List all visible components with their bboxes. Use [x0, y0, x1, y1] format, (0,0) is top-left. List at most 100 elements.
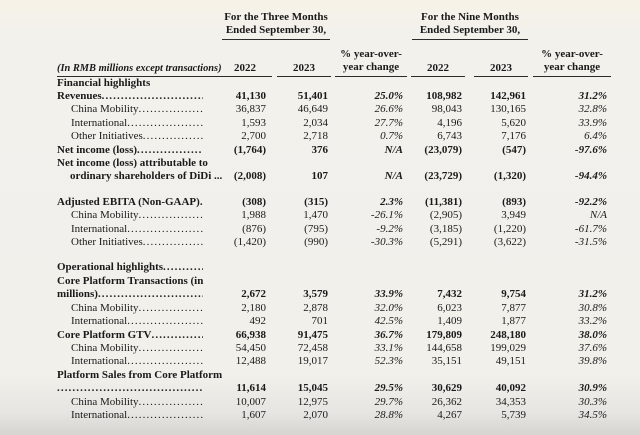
- row-label-text: Net income (loss) attributable to: [57, 157, 208, 170]
- value-9m-2023: 142,961: [490, 90, 526, 102]
- col-header-3m-2022: 2022: [217, 40, 273, 77]
- table-row: China Mobility 10,007 12,975 29.7% 26,362 34,…: [57, 396, 611, 409]
- row-label-text: International: [71, 116, 128, 129]
- value-3m-2022: 1,593: [241, 116, 266, 129]
- pct-3m-pct-change: 52.3%: [374, 355, 403, 368]
- value-9m-2023: (1,320): [493, 170, 526, 183]
- row-label-text: Core Platform GTV: [57, 328, 152, 341]
- pct-3m-pct-change: 29.7%: [374, 395, 403, 408]
- value-3m-2023: 15,045: [297, 382, 328, 395]
- row-label-text: Operational highlights: [57, 261, 164, 274]
- value-9m-2022: 4,267: [437, 408, 462, 421]
- value-9m-2023: 7,176: [501, 130, 526, 143]
- row-label: China Mobility: [57, 209, 217, 222]
- dot-leader: [143, 130, 203, 143]
- pct-9m-pct-change: 30.3%: [578, 395, 607, 408]
- pct-3m-pct-change: 28.8%: [374, 408, 403, 421]
- value-9m-2022: (11,381): [425, 195, 462, 208]
- value-9m-2023: (1,220): [493, 222, 526, 235]
- value-3m-2022: 41,130: [235, 90, 266, 102]
- value-3m-2022: 11,614: [236, 382, 266, 395]
- three-months-title-line1: For the Three Months: [224, 11, 328, 23]
- value-3m-2023: (315): [304, 195, 328, 208]
- nine-months-title-line2: Ended September 30,: [419, 23, 521, 36]
- value-3m-2023: 3,579: [303, 288, 328, 301]
- nine-months-title-line1: For the Nine Months: [421, 11, 519, 23]
- value-9m-2023: [469, 261, 533, 274]
- value-9m-2022: 4,196: [437, 116, 462, 129]
- table-row: Other Initiatives 2,700 2,718 0.7% 6,743 7,17…: [57, 130, 611, 143]
- value-9m-2022: (23,729): [424, 170, 462, 183]
- table-row: China Mobility 2,180 2,878 32.0% 6,023 7,877 3…: [57, 302, 611, 315]
- row-label-text: International: [71, 408, 128, 421]
- table-row: Operational highlights: [57, 261, 611, 274]
- value-3m-2023: 19,017: [297, 355, 328, 368]
- row-label-text: Financial highlights: [57, 76, 151, 89]
- value-9m-2022: 144,658: [426, 341, 462, 354]
- row-label: Core Platform Transactions (in millions): [57, 275, 217, 302]
- row-label-text: China Mobility: [71, 341, 139, 354]
- value-3m-2023: (795): [304, 222, 328, 235]
- financial-highlights-table: For the Three Months Ended September 30,…: [57, 7, 611, 422]
- table-row: China Mobility 54,450 72,458 33.1% 144,658 19…: [57, 342, 611, 355]
- value-9m-2023: [469, 77, 533, 90]
- row-label: China Mobility: [57, 103, 217, 116]
- value-3m-2022: 2,672: [241, 288, 266, 301]
- value-3m-2022: [217, 77, 273, 90]
- value-9m-2022: 108,982: [426, 90, 462, 102]
- row-label: International: [57, 117, 217, 130]
- value-3m-2023: 91,475: [297, 328, 328, 341]
- header-spacer: [335, 7, 407, 40]
- pct-3m-pct-change: -9.2%: [376, 222, 403, 235]
- row-label: International: [57, 315, 217, 328]
- spacer-cell: [57, 249, 611, 261]
- row-label: International: [57, 355, 217, 368]
- value-3m-2023: 72,458: [297, 341, 328, 354]
- value-3m-2023: 12,975: [297, 395, 328, 408]
- value-9m-2023: (547): [502, 143, 526, 156]
- dot-leader: [152, 329, 204, 342]
- row-label-text: Other Initiatives: [71, 236, 143, 249]
- value-3m-2022: 54,450: [235, 341, 266, 354]
- pct-9m-pct-change: 39.8%: [578, 355, 607, 368]
- pct-9m-pct-change: 30.9%: [578, 382, 607, 395]
- pct-3m-pct-change: N/A: [384, 170, 403, 183]
- dot-leader: [98, 288, 203, 301]
- value-9m-2023: 40,092: [495, 382, 526, 395]
- row-label-text: Net income (loss): [57, 143, 138, 156]
- row-label-text: International: [71, 355, 128, 368]
- value-9m-2022: (3,185): [429, 222, 462, 235]
- pct-3m-pct-change: [335, 261, 407, 274]
- value-3m-2023: 701: [311, 315, 329, 328]
- value-3m-2022: 1,607: [241, 408, 266, 421]
- table-row: Platform Sales from Core Platform 11,614 1…: [57, 369, 611, 396]
- dot-leader: [163, 261, 203, 274]
- nine-months-group-header: For the Nine Months Ended September 30,: [407, 7, 533, 40]
- row-label-text: Adjusted EBITA (Non-GAAP): [57, 195, 200, 208]
- row-label-text: International: [71, 315, 128, 328]
- dot-leader: [57, 382, 203, 395]
- pct-9m-pct-change: 34.5%: [578, 408, 607, 421]
- pct-3m-pct-change: [335, 77, 407, 90]
- value-3m-2023: 2,070: [303, 408, 328, 421]
- value-3m-2023: 2,878: [303, 301, 328, 314]
- pct-9m-pct-change: 31.2%: [578, 288, 607, 301]
- pct-9m-pct-change: 32.8%: [578, 103, 607, 116]
- value-9m-2023: 248,180: [490, 328, 526, 341]
- row-label-header: (In RMB millions except transactions): [57, 40, 222, 77]
- row-label-text: China Mobility: [71, 301, 139, 314]
- value-9m-2023: 3,949: [501, 209, 526, 222]
- pct-9m-pct-change: -97.6%: [574, 143, 607, 156]
- value-3m-2022: 10,007: [235, 395, 266, 408]
- row-label-text: Revenues: [57, 90, 102, 102]
- pct-3m-pct-change: 2.3%: [380, 195, 403, 208]
- value-9m-2023: 7,877: [501, 301, 526, 314]
- value-3m-2023: (990): [304, 236, 328, 249]
- dot-leader: [143, 236, 203, 249]
- value-9m-2022: 98,043: [431, 103, 462, 116]
- value-9m-2022: [407, 77, 469, 90]
- pct-3m-pct-change: 0.7%: [380, 130, 403, 143]
- value-9m-2023: 34,353: [495, 395, 526, 408]
- value-3m-2022: 12,488: [235, 355, 266, 368]
